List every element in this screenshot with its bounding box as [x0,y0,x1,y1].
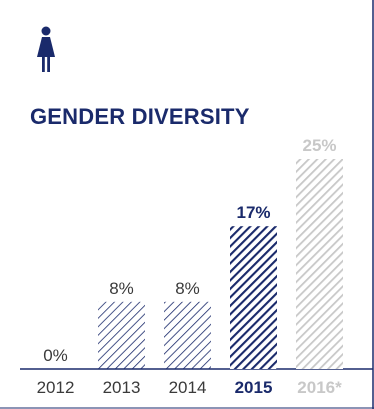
value-label-2015: 17% [236,203,270,222]
x-tick-2016: 2016* [297,378,342,397]
x-tick-2015: 2015 [235,378,273,397]
x-tick-2012: 2012 [37,378,75,397]
value-label-2012: 0% [43,346,68,365]
value-label-2016: 25% [302,136,336,155]
value-label-2014: 8% [175,279,200,298]
bar-2016 [296,159,343,369]
x-tick-2014: 2014 [169,378,207,397]
bar-2013 [98,301,145,369]
x-tick-2013: 2013 [103,378,141,397]
bar-2014 [164,301,211,369]
bar-2015 [230,226,277,369]
woman-icon [37,26,55,72]
value-label-2013: 8% [109,279,134,298]
chart-title: GENDER DIVERSITY [30,104,250,129]
